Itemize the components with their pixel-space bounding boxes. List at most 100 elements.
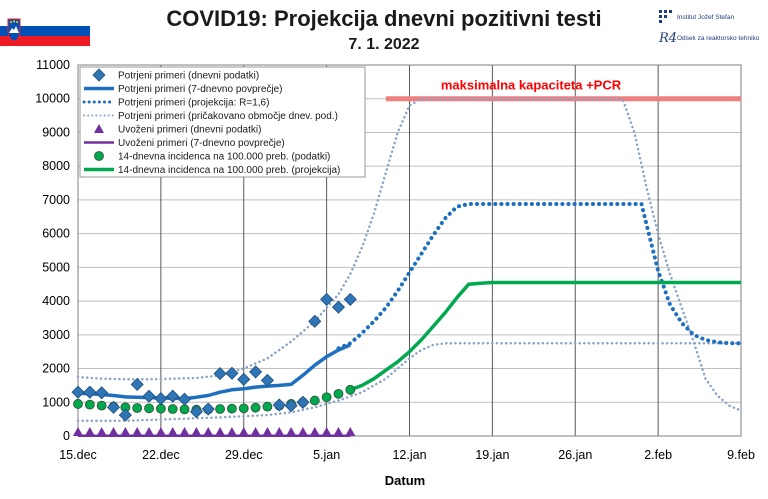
series-line-2 (336, 202, 743, 351)
series-markers-5 (73, 427, 356, 436)
ijs-logo-icon (659, 10, 672, 23)
data-point-diamond (225, 366, 239, 380)
data-point-diamond (154, 391, 168, 406)
data-point-diamond (213, 367, 227, 381)
legend-label: Potrjeni primeri (projekcija: R=1,6) (118, 98, 269, 109)
data-point-diamond (331, 300, 346, 314)
data-point-triangle (94, 124, 104, 133)
data-point-circle (96, 400, 107, 411)
data-point-circle (238, 403, 249, 414)
data-point-diamond (71, 385, 85, 399)
chart-subtitle: 7. 1. 2022 (348, 36, 420, 53)
legend-label: 14-dnevna incidenca na 100.000 preb. (po… (118, 152, 330, 163)
data-point-triangle (345, 427, 356, 436)
y-tick-label: 1000 (42, 395, 70, 409)
data-point-triangle (321, 427, 332, 436)
data-point-diamond (201, 402, 215, 416)
data-point-diamond (166, 389, 180, 403)
data-point-triangle (250, 427, 261, 436)
data-point-diamond (237, 372, 251, 386)
x-tick-label: 22.dec (142, 448, 180, 462)
data-point-triangle (96, 427, 107, 436)
legend-box (79, 66, 366, 178)
chart-legend: Potrjeni primeri (dnevni podatki) Potrjen… (79, 66, 366, 178)
x-tick-label: 15.dec (59, 448, 97, 462)
data-point-circle (132, 403, 143, 413)
data-point-triangle (309, 427, 320, 436)
y-tick-label: 9000 (42, 125, 70, 139)
series-markers-0 (71, 292, 357, 422)
data-point-triangle (73, 427, 83, 436)
capacity-line-group: maksimalna kapaciteta +PCR (385, 78, 741, 102)
data-point-diamond (118, 408, 132, 422)
y-tick-label: 7000 (42, 193, 70, 207)
y-tick-label: 5000 (42, 260, 70, 274)
data-point-diamond (95, 386, 109, 400)
data-point-triangle (179, 427, 190, 436)
data-point-circle (179, 404, 190, 415)
x-tick-label: 5.jan (313, 448, 340, 462)
y-tick-label: 2000 (42, 362, 70, 376)
chart-title: COVID19: Projekcija dnevni pozitivni tes… (166, 6, 602, 31)
data-point-circle (321, 392, 332, 403)
data-point-circle (215, 404, 225, 414)
x-tick-label: 29.dec (225, 448, 263, 462)
plot-frame (77, 64, 742, 437)
legend-entry: 14-dnevna incidenca na 100.000 preb. (pr… (84, 165, 340, 176)
data-point-diamond (272, 398, 286, 412)
data-point-triangle (155, 427, 166, 436)
data-point-triangle (238, 427, 249, 436)
y-tick-label: 11000 (36, 58, 70, 72)
data-point-triangle (167, 427, 178, 436)
data-point-circle (309, 395, 320, 406)
data-point-diamond (83, 385, 97, 399)
data-point-circle (250, 402, 261, 413)
data-point-circle (333, 388, 344, 399)
slovenia-flag (0, 16, 90, 46)
data-point-triangle (120, 427, 131, 436)
data-point-circle (167, 404, 178, 414)
legend-label: Potrjeni primeri (pričakovano območje dn… (118, 111, 338, 122)
r4-logo-text: Odsek za reaktorsko tehniko (677, 35, 760, 42)
data-point-diamond (177, 392, 192, 406)
data-point-circle (227, 403, 237, 414)
y-tick-label: 3000 (42, 328, 70, 342)
legend-entry: Uvoženi primeri (dnevni podatki) (94, 124, 261, 136)
data-point-triangle (191, 427, 202, 436)
series-line-1 (77, 343, 351, 401)
x-axis-label: Datum (385, 473, 425, 488)
legend-entry: Potrjeni primeri (projekcija: R=1,6) (82, 98, 269, 109)
x-tick-label: 9.feb (727, 448, 755, 462)
data-point-diamond (308, 314, 322, 328)
ijs-logo-text: Institut Jožef Stefan (677, 14, 735, 21)
data-point-triangle (132, 427, 143, 436)
data-point-triangle (297, 427, 308, 436)
data-point-circle (84, 399, 95, 410)
data-point-circle (345, 384, 356, 395)
legend-label: Uvoženi primeri (7-dnevno povprečje) (118, 138, 285, 149)
data-point-triangle (262, 427, 273, 436)
y-tick-label: 8000 (42, 159, 70, 173)
series-layer (71, 97, 743, 437)
data-point-diamond (130, 377, 144, 391)
data-point-triangle (203, 427, 214, 436)
series-line-4 (76, 342, 743, 423)
data-point-circle (94, 151, 104, 161)
x-tick-label: 26.jan (558, 448, 592, 462)
legend-label: Potrjeni primeri (dnevni podatki) (118, 71, 259, 82)
y-tick-label: 6000 (42, 227, 70, 241)
y-axis: 0 1000 2000 3000 4000 5000 6000 7000 8000 9000 100… (35, 58, 70, 443)
data-point-diamond (92, 68, 106, 82)
capacity-label: maksimalna kapaciteta +PCR (441, 78, 622, 93)
data-point-diamond (343, 292, 357, 306)
legend-label: 14-dnevna incidenca na 100.000 preb. (pr… (118, 165, 340, 176)
data-point-circle (144, 403, 154, 414)
series-line-3 (76, 97, 743, 412)
legend-entry: Potrjeni primeri (pričakovano območje dn… (83, 111, 338, 122)
legend-entry: Potrjeni primeri (7-dnevno povprečje) (84, 84, 283, 95)
data-point-triangle (333, 427, 344, 436)
data-point-diamond (320, 292, 334, 306)
data-point-triangle (274, 427, 285, 436)
data-point-triangle (108, 427, 119, 436)
